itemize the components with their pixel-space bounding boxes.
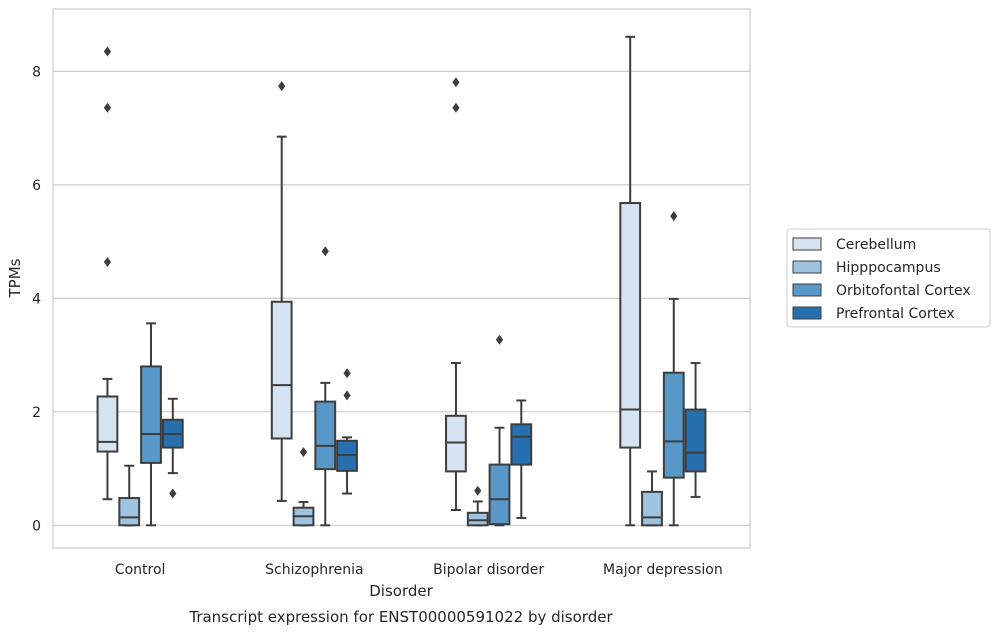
plot-area-frame [52,8,751,549]
box-iqr [118,497,141,527]
legend-swatch [792,260,822,274]
outlier-point [452,102,460,113]
legend-swatch [792,306,822,320]
box-iqr [684,408,707,473]
box-iqr [466,511,489,527]
box-plot [161,397,184,499]
y-tick-label: 0 [32,518,41,534]
box-plot [619,35,642,527]
legend-swatch [792,237,822,251]
box-plot [641,470,663,527]
box-plot [662,211,685,527]
outlier-point [495,334,504,345]
outlier-point [103,257,112,268]
box-plot [292,447,315,527]
outlier-point [670,211,678,222]
box-iqr [662,371,685,479]
legend-frame [786,228,991,328]
box-iqr [619,202,642,449]
box-series [96,35,707,527]
box-plot [466,485,489,527]
series-group [140,211,685,527]
legend-label: Prefrontal Cortex [836,306,955,322]
x-tick-label: Control [115,562,166,578]
box-plot [445,77,467,511]
box-iqr [445,414,467,473]
outlier-point [278,81,286,92]
outlier-point [169,488,177,499]
y-axis-title: TPMs [6,258,24,298]
box-iqr [140,365,162,464]
y-tick-label: 6 [32,178,41,194]
box-plot [270,81,293,502]
box-plot [510,399,533,519]
box-iqr [641,490,663,527]
x-axis-title: Disorder [369,582,433,600]
outlier-point [343,368,351,379]
box-iqr [96,395,119,453]
legend-swatch [792,283,822,297]
outlier-point [321,246,329,257]
x-tick-label: Major depression [603,562,723,578]
y-axis-ticks: 0 2 4 6 8 [32,64,41,534]
legend: Cerebellum Hipppocampus Orbitofontal Corte… [786,228,991,328]
outlier-point [343,390,351,401]
y-tick-label: 4 [32,291,41,307]
outlier-point [474,485,482,496]
box-plot [140,322,162,527]
box-plot [314,246,337,527]
x-tick-label: Bipolar disorder [433,562,544,578]
outlier-point [103,102,112,113]
legend-label: Cerebellum [836,237,916,253]
series-group [96,35,642,527]
box-plot [96,46,119,501]
box-plot [684,362,707,498]
outlier-point [103,46,112,57]
box-plot [336,368,358,495]
x-axis-ticks: Control Schizophrenia Bipolar disorder Majo… [115,562,723,578]
box-iqr [488,463,511,526]
series-group [161,362,707,519]
series-group [118,447,663,527]
box-iqr [270,300,293,440]
x-tick-label: Schizophrenia [265,562,363,578]
box-plot [118,464,141,527]
box-iqr [510,423,533,466]
outlier-point [299,447,308,458]
box-plot [488,334,511,527]
chart-caption: Transcript expression for ENST0000059102… [188,608,613,626]
outlier-point [452,77,460,88]
legend-label: Orbitofontal Cortex [836,283,971,299]
y-tick-label: 8 [32,64,41,80]
y-tick-label: 2 [32,405,41,421]
legend-label: Hipppocampus [836,260,941,276]
box-iqr [314,400,337,471]
